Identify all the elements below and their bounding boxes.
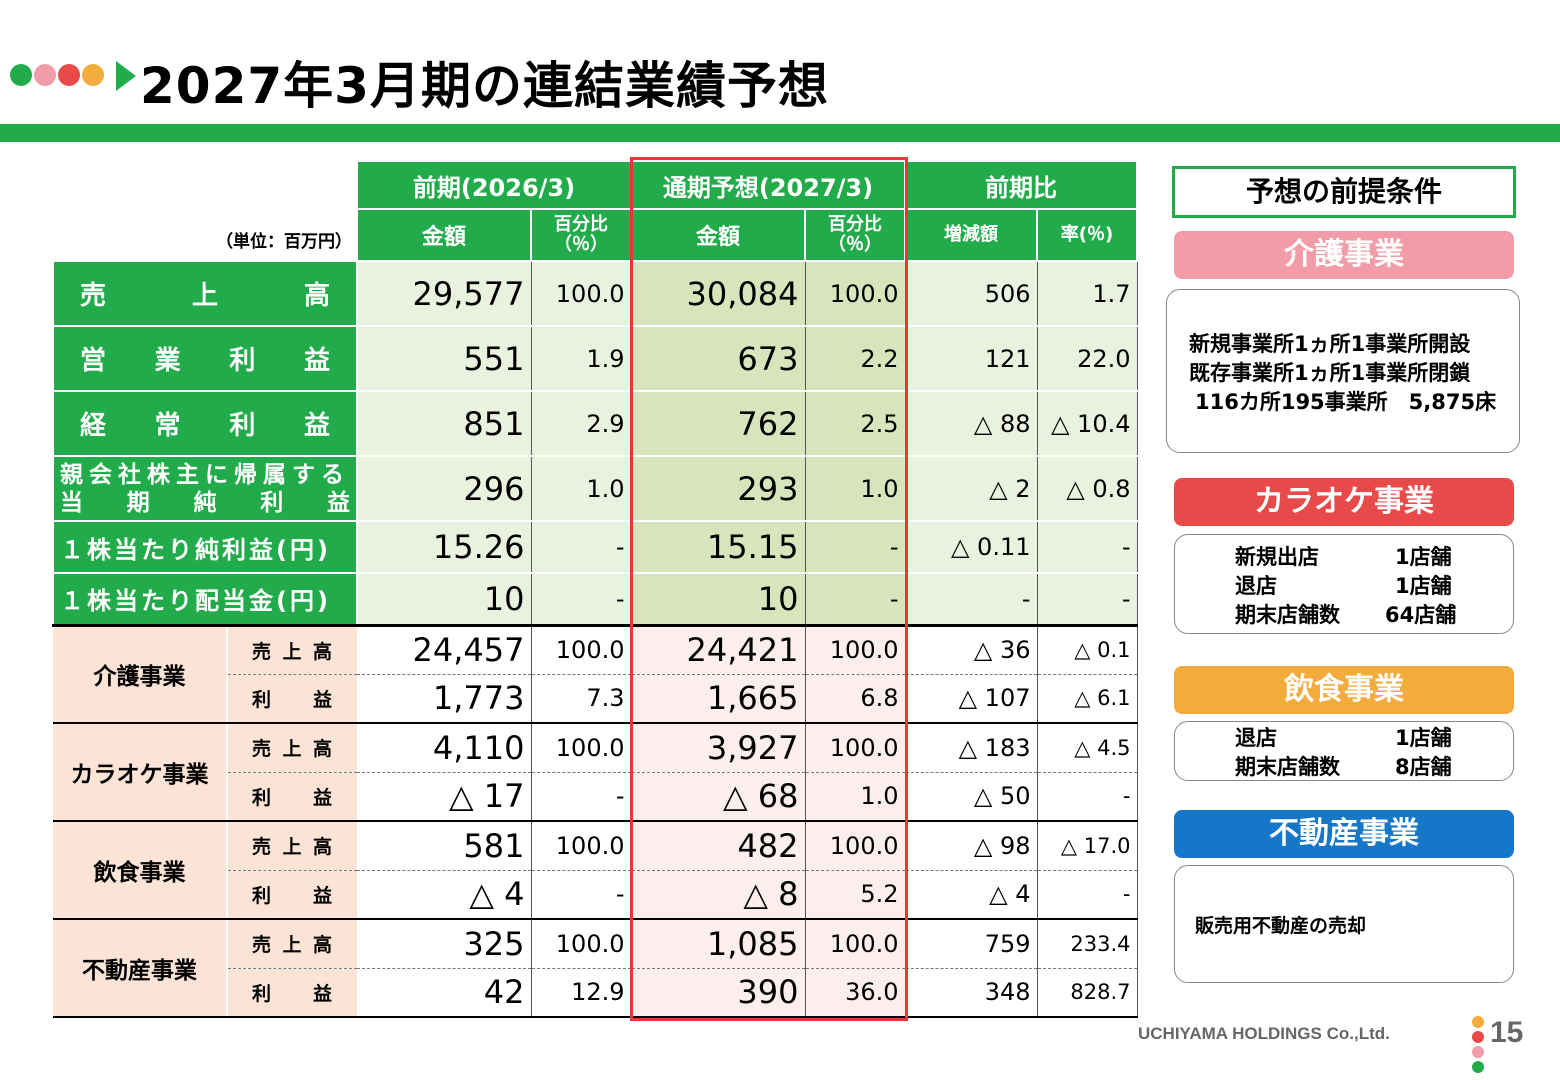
- food-premise-box: 退店 1店舗 期末店舗数 8店舗: [1174, 721, 1514, 781]
- segment-karaoke: カラオケ事業: [53, 723, 228, 822]
- karaoke-premise-title: カラオケ事業: [1174, 478, 1514, 526]
- row-label-dps: １株当たり配当金(円): [52, 572, 358, 626]
- header-prev: 前期(2026/3): [356, 160, 632, 210]
- row-label-sales: 売上高: [52, 260, 358, 327]
- header-prev-pct: 百分比 （％）: [530, 208, 632, 262]
- company-name: UCHIYAMA HOLDINGS Co.,Ltd.: [1138, 1024, 1390, 1043]
- header-diff: 増減額: [904, 208, 1038, 262]
- table-row: 飲食事業 売上高 581 100.0 482 100.0 △ 98 △ 17.0: [53, 821, 1138, 920]
- page-number: 15: [1490, 1016, 1524, 1049]
- page-title: 2027年3月期の連結業績予想: [140, 57, 829, 115]
- care-premise-title: 介護事業: [1174, 231, 1514, 279]
- table-row: カラオケ事業 売上高 4,110 100.0 3,927 100.0 △ 183…: [53, 723, 1138, 822]
- row-label-net-income: 親会社株主に帰属する 当期純利益: [52, 455, 358, 522]
- table-row: 売上高 29,577 100.0 30,084 100.0 506 1.7: [52, 260, 1138, 327]
- title-underline-bar: [0, 124, 1560, 142]
- forecast-table: 前期(2026/3) 通期予想(2027/3) 前期比 （単位：百万円） 金額 …: [52, 160, 1138, 1018]
- karaoke-premise-box: 新規出店 1店舗 退店 1店舗 期末店舗数 64店舗: [1174, 534, 1514, 634]
- pink-dot-icon: [1472, 1046, 1484, 1058]
- table-row: 介護事業 売上高 24,457 100.0 24,421 100.0 △ 36 …: [53, 623, 1138, 724]
- food-premise-title: 飲食事業: [1174, 666, 1514, 714]
- unit-label: （単位：百万円）: [216, 232, 352, 252]
- red-dot-icon: [1472, 1031, 1484, 1043]
- realestate-premise-title: 不動産事業: [1174, 810, 1514, 858]
- segment-realestate: 不動産事業: [53, 919, 228, 1018]
- table-row: 利益 1,773 7.3 1,665 6.8 △ 107 △ 6.1: [53, 674, 1138, 724]
- table-row: 経常利益 851 2.9 762 2.5 △ 88 △ 10.4: [52, 390, 1138, 457]
- table-row: 利益 42 12.9 390 36.0 348 828.7: [53, 968, 1138, 1018]
- table-row: 利益 △ 4 - △ 8 5.2 △ 4 -: [53, 870, 1138, 920]
- premises-heading: 予想の前提条件: [1172, 166, 1516, 218]
- row-label-ordinary-profit: 経常利益: [52, 390, 358, 457]
- arrow-right-icon: [116, 61, 136, 91]
- orange-dot-icon: [82, 64, 104, 86]
- header-compare: 前期比: [904, 160, 1138, 210]
- header-fc-pct: 百分比 （％）: [804, 208, 906, 262]
- header-prev-amount: 金額: [356, 208, 532, 262]
- row-label-eps: １株当たり純利益(円): [52, 520, 358, 574]
- table-row: １株当たり配当金(円) 10 - 10 - - -: [52, 572, 1138, 626]
- segment-care: 介護事業: [53, 623, 228, 724]
- orange-dot-icon: [1472, 1016, 1484, 1028]
- table-row: １株当たり純利益(円) 15.26 - 15.15 - △ 0.11 -: [52, 520, 1138, 574]
- forecast-highlight-frame: [630, 157, 908, 1021]
- table-row: 営業利益 551 1.9 673 2.2 121 22.0: [52, 325, 1138, 392]
- realestate-premise-box: 販売用不動産の売却: [1174, 865, 1514, 983]
- table-row: 不動産事業 売上高 325 100.0 1,085 100.0 759 233.…: [53, 919, 1138, 1018]
- pink-dot-icon: [34, 64, 56, 86]
- green-dot-icon: [1472, 1061, 1484, 1073]
- row-label-operating-profit: 営業利益: [52, 325, 358, 392]
- red-dot-icon: [58, 64, 80, 86]
- table-row: 利益 △ 17 - △ 68 1.0 △ 50 -: [53, 772, 1138, 822]
- header-rate: 率(％): [1036, 208, 1138, 262]
- segment-food: 飲食事業: [53, 821, 228, 920]
- green-dot-icon: [10, 64, 32, 86]
- care-premise-box: 新規事業所1ヵ所1事業所開設 既存事業所1ヵ所1事業所閉鎖 116カ所195事業…: [1166, 289, 1520, 453]
- table-row: 親会社株主に帰属する 当期純利益 296 1.0 293 1.0 △ 2 △ 0…: [52, 455, 1138, 522]
